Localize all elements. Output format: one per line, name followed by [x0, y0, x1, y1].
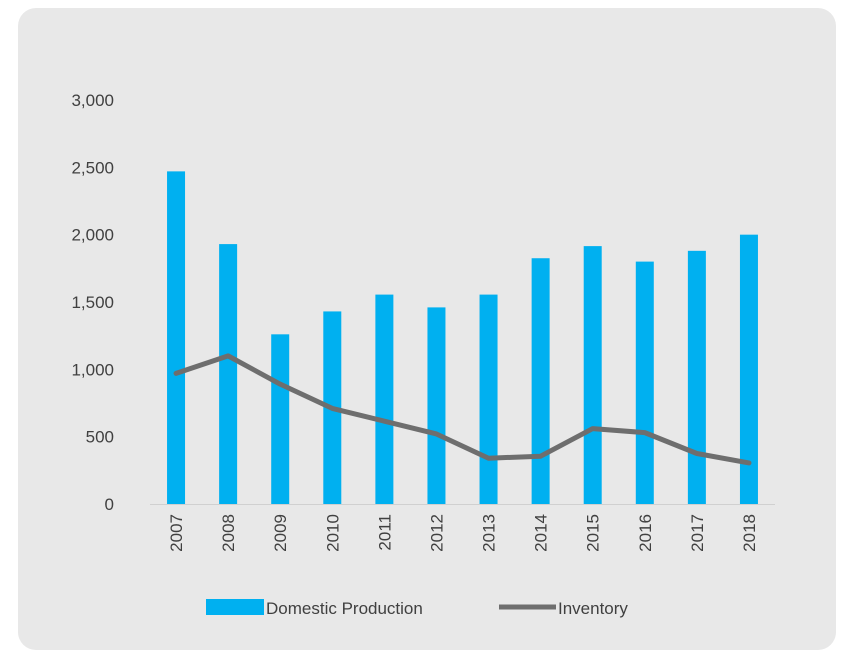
x-tick-label: 2016 — [636, 514, 655, 552]
bar-domestic-production — [687, 250, 706, 504]
bar-domestic-production — [479, 294, 498, 504]
legend: Domestic Production Inventory — [206, 599, 628, 618]
inventory-point — [748, 462, 750, 464]
x-tick-label: 2008 — [219, 514, 238, 552]
x-axis-tick-labels: 2007 2008 2009 2010 2011 2012 2013 2014 2015 2016… — [167, 514, 759, 552]
bar-domestic-production — [167, 171, 186, 504]
bar-domestic-production — [271, 334, 290, 504]
x-tick-label: 2012 — [427, 514, 446, 552]
x-tick-label: 2010 — [323, 514, 342, 552]
inventory-point — [696, 453, 698, 454]
x-tick-label: 2017 — [688, 514, 707, 552]
inventory-point — [592, 428, 594, 430]
y-tick-label: 1,500 — [71, 293, 114, 312]
inventory-line — [173, 353, 752, 466]
y-tick-label: 3,000 — [71, 91, 114, 110]
x-tick-label: 2014 — [532, 514, 551, 552]
inventory-point — [227, 355, 229, 357]
bar-domestic-production — [635, 261, 654, 504]
inventory-point — [383, 420, 385, 422]
y-tick-label: 2,000 — [71, 226, 114, 245]
x-tick-label: 2011 — [375, 514, 394, 551]
legend-label-domestic-production: Domestic Production — [266, 599, 423, 618]
x-tick-label: 2018 — [740, 514, 759, 552]
x-tick-label: 2007 — [167, 514, 186, 552]
inventory-point — [644, 432, 646, 434]
bar-domestic-production — [531, 258, 550, 504]
inventory-point — [279, 383, 281, 385]
bar-domestic-production — [375, 294, 394, 504]
x-tick-label: 2009 — [271, 514, 290, 552]
bar-domestic-production — [427, 307, 446, 504]
y-axis-tick-labels: 0 500 1,000 1,500 2,000 2,500 3,000 — [71, 91, 114, 514]
inventory-point — [175, 372, 177, 374]
legend-swatch-domestic-production — [206, 599, 264, 615]
y-tick-label: 0 — [105, 495, 114, 514]
bar-domestic-production — [219, 244, 238, 505]
bar-domestic-production — [739, 234, 758, 504]
inventory-point — [488, 457, 490, 459]
legend-label-inventory: Inventory — [558, 599, 628, 618]
inventory-line-group — [173, 353, 752, 466]
y-tick-label: 2,500 — [71, 158, 114, 177]
inventory-point — [540, 455, 542, 457]
inventory-point — [435, 433, 437, 435]
production-bars — [167, 171, 758, 505]
y-tick-label: 500 — [86, 428, 114, 447]
y-tick-label: 1,000 — [71, 360, 114, 379]
x-tick-label: 2015 — [584, 514, 603, 552]
inventory-point — [331, 407, 333, 409]
bar-domestic-production — [583, 246, 602, 504]
x-tick-label: 2013 — [480, 514, 499, 552]
